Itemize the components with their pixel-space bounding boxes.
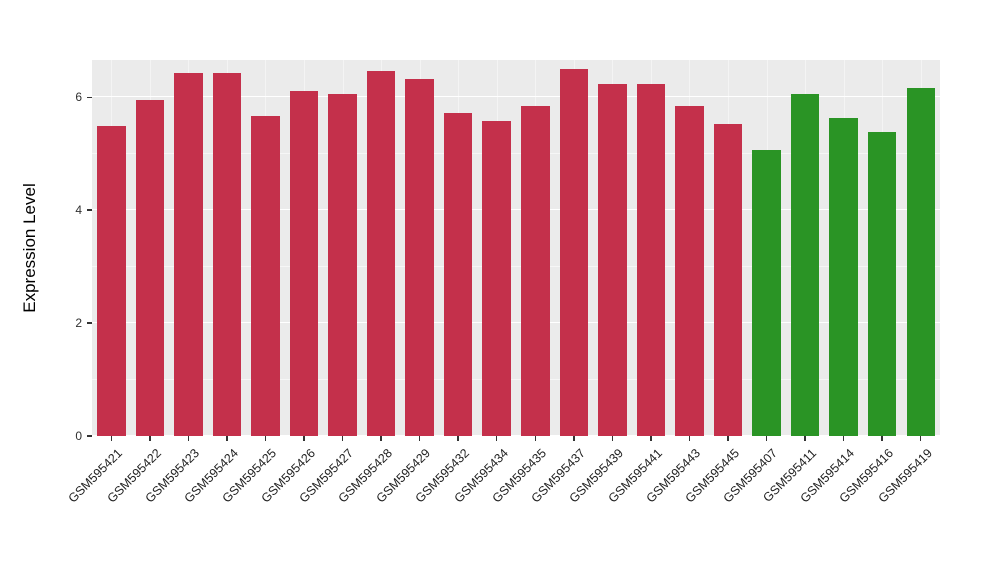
bar-GSM595432: [443, 113, 473, 436]
bar-slot: [516, 60, 555, 436]
bar-slot: [593, 60, 632, 436]
x-tick-mark: [264, 436, 267, 441]
x-tick-mark: [457, 436, 459, 441]
bar-slot: [169, 60, 208, 436]
x-tick-mark: [842, 436, 845, 441]
x-axis: GSM595421 GSM595422 GSM595423 GSM595424 GSM5…: [66, 436, 940, 566]
bar-GSM595443: [675, 105, 704, 436]
bar-slot: [323, 60, 362, 436]
bar-GSM595425: [251, 115, 280, 436]
bar-slot: [208, 60, 247, 436]
bar-slot: [246, 60, 285, 436]
y-tick-mark: [87, 96, 92, 99]
x-tick-mark: [534, 436, 537, 441]
bar-slot: [362, 60, 401, 436]
y-tick-label: 6: [75, 90, 82, 105]
bar-GSM595424: [212, 73, 242, 436]
bar-slot: [632, 60, 671, 436]
bar-slot: [555, 60, 594, 436]
x-tick-mark: [727, 436, 729, 441]
bar-GSM595422: [135, 100, 165, 436]
x-tick-mark: [341, 436, 344, 441]
y-tick: 2: [75, 316, 92, 330]
bar-slot: [863, 60, 902, 436]
bar-slot: [400, 60, 439, 436]
bars-container: [92, 60, 940, 436]
x-tick-mark: [418, 436, 421, 441]
bar-GSM595439: [598, 84, 627, 436]
bar-slot: [824, 60, 863, 436]
bar-GSM595411: [790, 93, 820, 436]
bar-slot: [477, 60, 516, 436]
x-tick-mark: [495, 436, 498, 441]
bar-GSM595421: [97, 125, 126, 436]
bar-GSM595407: [752, 149, 781, 436]
gridline-major: [92, 95, 940, 98]
y-tick-mark: [87, 209, 92, 211]
x-tick-mark: [611, 436, 614, 441]
gridline-major: [92, 321, 940, 324]
bar-GSM595434: [482, 120, 511, 436]
gridline-major: [92, 208, 940, 211]
bar-GSM595423: [174, 73, 203, 436]
bar-slot: [670, 60, 709, 436]
bar-GSM595427: [328, 93, 357, 436]
x-tick-mark: [149, 436, 151, 441]
bar-GSM595429: [405, 78, 434, 436]
x-tick-mark: [881, 436, 883, 441]
y-tick: 0: [75, 429, 92, 443]
bar-GSM595435: [521, 105, 550, 436]
x-tick-mark: [804, 436, 806, 441]
y-tick-label: 4: [75, 203, 82, 218]
bar-GSM595416: [867, 132, 897, 436]
y-tick-label: 2: [75, 316, 82, 331]
gridline-minor: [92, 378, 940, 380]
bar-GSM595441: [636, 84, 666, 436]
gridline-minor: [92, 265, 940, 267]
x-tick-mark: [226, 436, 228, 441]
y-tick-mark: [87, 322, 92, 324]
y-tick: 4: [75, 203, 92, 217]
grid-layer: [92, 60, 940, 436]
bar-slot: [92, 60, 131, 436]
y-tick-label: 0: [75, 429, 82, 443]
panel: [92, 60, 940, 436]
bar-GSM595445: [713, 123, 743, 436]
bar-GSM595426: [289, 91, 319, 436]
bar-slot: [786, 60, 825, 436]
x-tick-mark: [688, 436, 691, 441]
x-tick-mark: [919, 436, 922, 441]
x-tick-mark: [765, 436, 768, 441]
bar-slot: [131, 60, 170, 436]
bar-slot: [439, 60, 478, 436]
bar-GSM595437: [559, 69, 589, 436]
x-tick-mark: [380, 436, 382, 441]
x-tick-mark: [573, 436, 575, 441]
x-tick-mark: [650, 436, 652, 441]
bar-slot: [709, 60, 748, 436]
x-tick-mark: [187, 436, 190, 441]
y-axis: 0 2 4 6: [0, 60, 92, 443]
x-tick-mark: [110, 436, 113, 441]
x-tick-mark: [303, 436, 305, 441]
bar-GSM595428: [366, 70, 396, 436]
bar-GSM595419: [906, 87, 936, 436]
bar-slot: [901, 60, 940, 436]
bar-slot: [747, 60, 786, 436]
bar-GSM595414: [829, 118, 858, 436]
gridline-major: [92, 434, 940, 436]
y-tick-mark: [87, 435, 92, 437]
bar-slot: [285, 60, 324, 436]
gridline-minor: [92, 152, 940, 154]
y-tick: 6: [75, 90, 92, 104]
